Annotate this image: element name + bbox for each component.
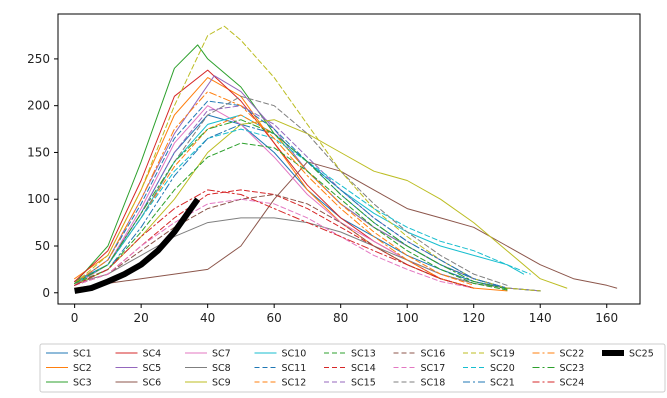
legend-label: SC22 <box>560 349 585 360</box>
legend-label: SC20 <box>490 363 515 374</box>
series-layer <box>74 25 618 294</box>
y-tick-label: 100 <box>27 192 50 206</box>
y-tick-label: 200 <box>27 99 50 113</box>
legend-label: SC2 <box>73 363 92 374</box>
legend-label: SC12 <box>282 378 307 389</box>
series-line-sc8 <box>74 217 508 289</box>
series-line-sc19 <box>74 25 541 292</box>
x-tick-label: 100 <box>396 311 419 325</box>
x-tick-label: 40 <box>200 311 215 325</box>
x-tick-label: 0 <box>71 311 79 325</box>
legend-frame <box>39 343 666 393</box>
legend-label: SC19 <box>490 349 515 360</box>
series-line-sc16 <box>74 194 475 289</box>
series-line-sc25 <box>74 197 201 294</box>
x-tick-label: 60 <box>267 311 282 325</box>
series-line-sc24 <box>74 189 475 289</box>
series-line-sc15 <box>74 105 508 289</box>
legend-label: SC16 <box>421 349 446 360</box>
legend-label: SC23 <box>560 363 585 374</box>
legend-label: SC15 <box>351 378 376 389</box>
x-tick-label: 80 <box>333 311 348 325</box>
legend-label: SC8 <box>212 363 231 374</box>
series-line-sc10 <box>74 114 525 284</box>
legend-label: SC11 <box>282 363 307 374</box>
legend: SC1 SC2 SC3 SC4 SC5 SC6 SC7 SC8 SC9 SC10 SC11 SC12 S… <box>39 343 666 393</box>
legend-label: SC10 <box>282 349 307 360</box>
y-tick-label: 150 <box>27 145 50 159</box>
legend-label: SC1 <box>73 349 92 360</box>
series-line-sc13 <box>74 142 508 291</box>
y-tick-label: 50 <box>35 239 50 253</box>
legend-label: SC14 <box>351 363 376 374</box>
legend-label: SC21 <box>490 378 515 389</box>
legend-label: SC25 <box>629 349 654 360</box>
legend-label: SC5 <box>143 363 162 374</box>
series-line-sc17 <box>74 198 475 289</box>
series-line-sc9 <box>74 119 568 289</box>
legend-label: SC9 <box>212 378 231 389</box>
series-line-sc6 <box>74 161 618 289</box>
x-tick-label: 20 <box>134 311 149 325</box>
x-tick-label: 120 <box>462 311 485 325</box>
axes-layer: 0 20 40 60 80 100 120 140 160 0 50 100 150 200 250 <box>27 52 618 325</box>
legend-label: SC3 <box>73 378 92 389</box>
series-line-sc23 <box>74 119 508 290</box>
series-line-sc21 <box>74 123 508 289</box>
plot-frame <box>57 13 641 305</box>
series-line-sc18 <box>74 95 508 286</box>
legend-label: SC24 <box>560 378 585 389</box>
y-tick-label: 0 <box>42 286 50 300</box>
series-line-sc11 <box>74 100 508 289</box>
y-tick-label: 250 <box>27 52 50 66</box>
legend-label: SC7 <box>212 349 231 360</box>
legend-label: SC17 <box>421 363 446 374</box>
x-tick-label: 160 <box>595 311 618 325</box>
legend-label: SC13 <box>351 349 376 360</box>
series-line-sc22 <box>74 91 475 289</box>
x-tick-label: 140 <box>529 311 552 325</box>
legend-label: SC4 <box>143 349 162 360</box>
legend-label: SC18 <box>421 378 446 389</box>
legend-label: SC6 <box>143 378 162 389</box>
series-line-sc12 <box>74 114 475 286</box>
